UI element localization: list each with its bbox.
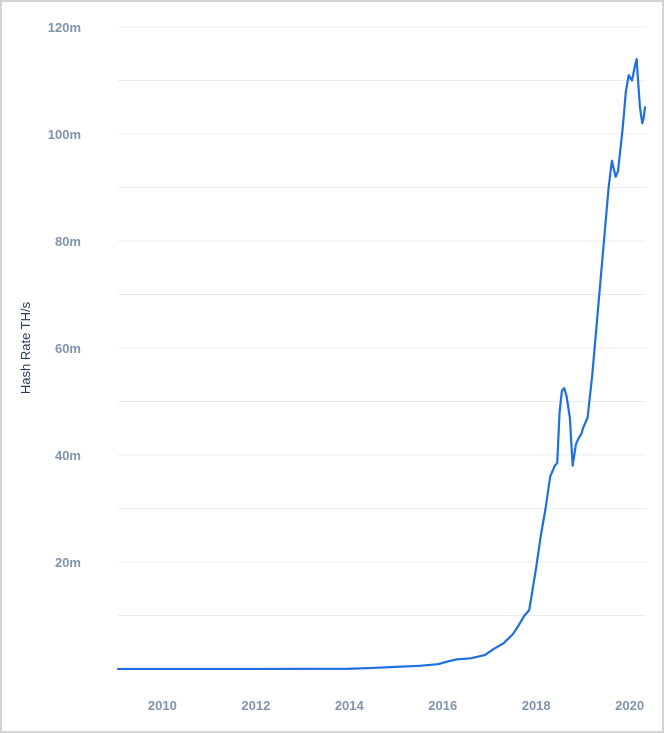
gridlines — [118, 26, 646, 616]
x-tick-label: 2010 — [148, 698, 177, 713]
x-tick-label: 2018 — [522, 698, 551, 713]
x-tick-label: 2014 — [335, 698, 365, 713]
y-tick-label: 60m — [55, 341, 81, 356]
x-tick-label: 2016 — [428, 698, 457, 713]
hash-rate-series-line — [116, 58, 647, 671]
y-tick-label: 80m — [55, 234, 81, 249]
y-axis-title: Hash Rate TH/s — [18, 301, 33, 394]
y-axis-ticks: 20m 40m 60m 80m 100m 120m — [48, 20, 81, 570]
x-tick-label: 2020 — [615, 698, 644, 713]
y-tick-label: 100m — [48, 127, 81, 142]
y-tick-label: 40m — [55, 448, 81, 463]
y-tick-label: 120m — [48, 20, 81, 35]
series-layer — [116, 58, 647, 671]
x-tick-label: 2012 — [241, 698, 270, 713]
y-tick-label: 20m — [55, 555, 81, 570]
x-axis-ticks: 2010 2012 2014 2016 2018 2020 — [148, 698, 644, 713]
